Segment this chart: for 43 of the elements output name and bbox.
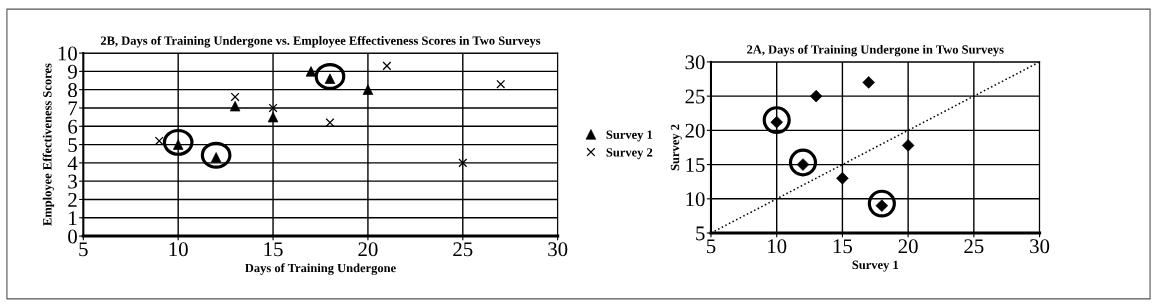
chart-title: 2B, Days of Training Undergone vs. Employee Effectiveness Scores in Two Surveys [100, 35, 541, 48]
x-tick-label: 10 [768, 239, 787, 254]
legend-label: Survey 2 [606, 148, 653, 160]
x-tick-label: 20 [358, 242, 378, 257]
legend-label: Survey 1 [606, 130, 653, 142]
chart-title: 2A, Days of Training Undergone in Two Surveys [747, 44, 1004, 57]
point [496, 79, 506, 89]
point [382, 61, 392, 71]
x-tick-label: 5 [79, 242, 88, 257]
y-tick-label: 3 [68, 174, 77, 189]
y-tick-label: 10 [686, 192, 705, 207]
y-tick-label: 25 [685, 89, 705, 104]
x-axis-title: Days of Training Undergone [245, 263, 396, 275]
y-tick-label: 5 [68, 138, 77, 152]
y-tick-label: 4 [67, 156, 78, 171]
y-tick-label: 5 [696, 226, 705, 241]
x-tick-label: 15 [833, 239, 853, 254]
point [458, 158, 468, 168]
x-tick-label: 5 [706, 239, 716, 254]
y-axis-title: Survey 2 [670, 124, 682, 171]
x-axis-title: Survey 1 [852, 260, 899, 272]
x-tick-label: 30 [548, 242, 568, 257]
y-tick-label: 7 [68, 101, 78, 116]
y-tick-label: 20 [685, 123, 705, 138]
y-tick-label: 1 [69, 211, 77, 225]
y-tick-label: 0 [68, 229, 77, 244]
x-tick-label: 30 [1030, 239, 1050, 254]
x-tick-label: 25 [453, 242, 473, 257]
x-tick-label: 20 [898, 239, 918, 254]
y-tick-label: 8 [68, 83, 77, 98]
point [230, 92, 240, 102]
y-axis-title: Employee Effectiveness Scores [42, 63, 55, 226]
point [268, 103, 278, 113]
y-tick-label: 30 [685, 55, 705, 70]
y-tick-label: 9 [68, 64, 77, 79]
y-tick-label: 10 [58, 46, 77, 61]
y-tick-label: 6 [68, 119, 78, 134]
point [154, 136, 164, 146]
x-tick-label: 25 [964, 239, 984, 254]
y-tick-label: 2 [68, 192, 77, 207]
y-tick-label: 15 [686, 158, 705, 173]
x-tick-label: 15 [264, 242, 283, 257]
x-tick-label: 10 [169, 242, 188, 257]
